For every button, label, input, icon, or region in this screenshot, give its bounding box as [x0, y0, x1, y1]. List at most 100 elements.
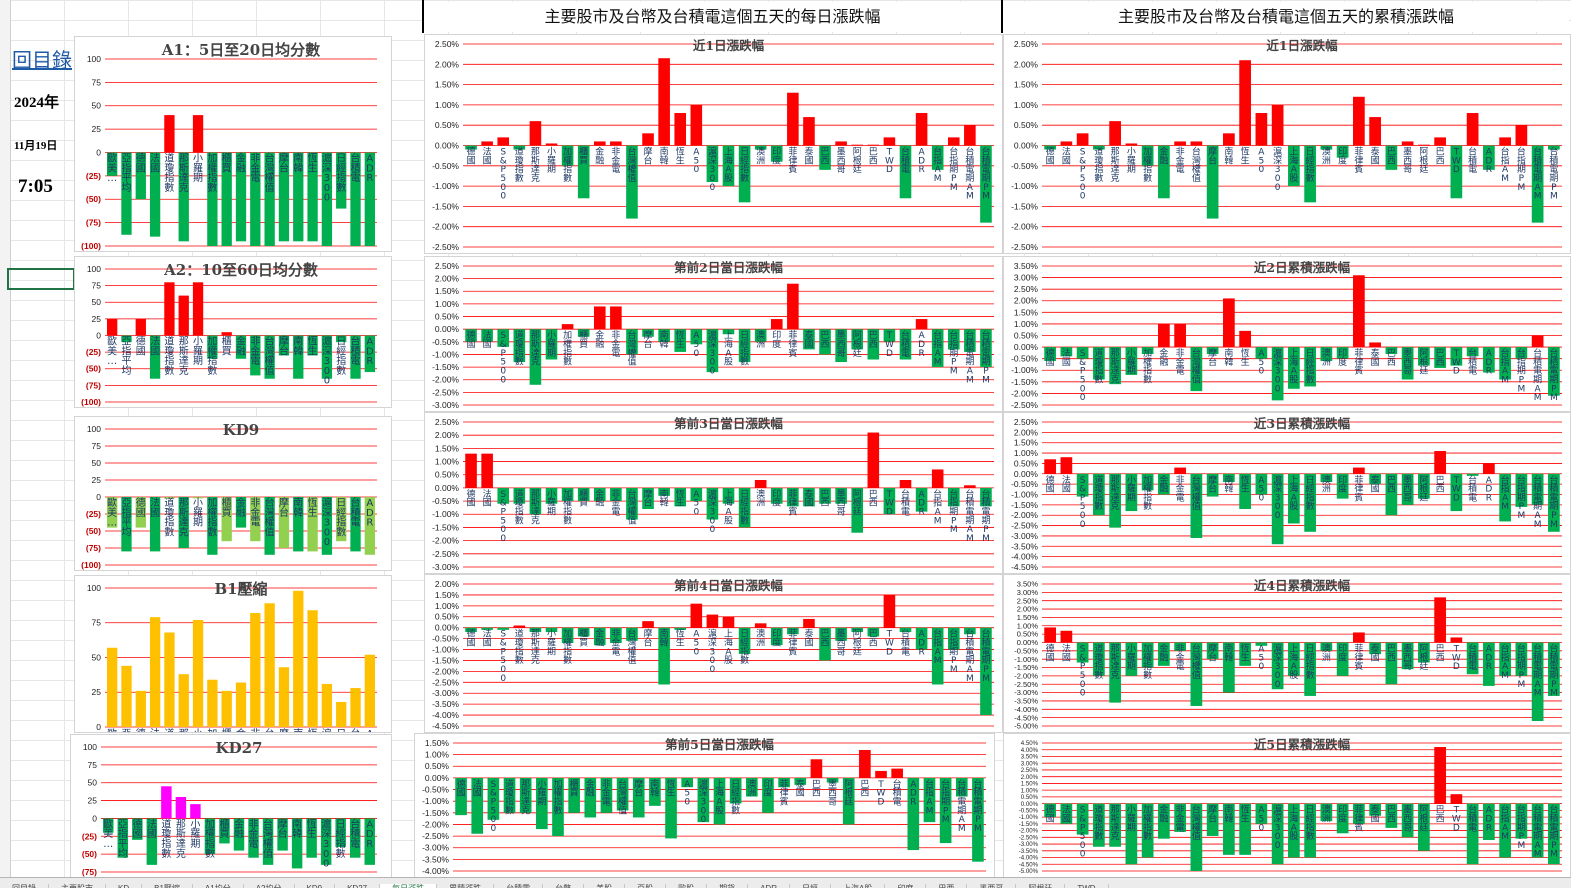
sheet-tab[interactable]: A2均分 [244, 884, 295, 888]
sheet-tab[interactable]: A1均分 [193, 884, 244, 888]
sheet-tab[interactable]: KD9 [295, 884, 336, 888]
bar [577, 329, 590, 337]
bar [465, 145, 477, 150]
bar [577, 145, 590, 199]
y-tick-label: 25 [92, 475, 102, 485]
y-tick-label: -1.50% [432, 201, 459, 211]
bar [1320, 642, 1333, 651]
y-tick-label: -0.50% [1011, 479, 1038, 489]
sheet-tab[interactable]: 日經 [790, 884, 831, 888]
bar [642, 133, 654, 146]
category-label: 非金電 [1176, 347, 1185, 377]
category-label: 恆生 [676, 628, 685, 649]
bar [867, 329, 880, 360]
category-label: 摩台 [279, 727, 289, 732]
y-tick-label: 50 [92, 101, 102, 111]
category-label: 恆生 [307, 817, 317, 840]
bar [1060, 457, 1073, 474]
sheet-tab[interactable]: 美股 [584, 884, 626, 888]
chart-cum-4: 3.50% 3.00% 2.50% 2.00% 1.50% 1.00% 0.50% 0.00%… [1003, 574, 1571, 733]
sheet-tab[interactable]: 台積電 [494, 884, 544, 888]
category-label: 德國 [136, 335, 146, 358]
sheet-tab[interactable]: KD [106, 884, 143, 888]
y-tick-label: 2.50% [1014, 417, 1039, 427]
category-label: 巴西 [1387, 805, 1396, 825]
sheet-tab[interactable]: 回目錄 [0, 884, 49, 888]
bar [107, 497, 118, 528]
bar [307, 497, 318, 552]
bar [164, 115, 175, 153]
category-label: 阿根廷 [1419, 805, 1428, 834]
category-label: 小羅期 [547, 330, 556, 359]
category-label: 小羅期 [193, 497, 203, 529]
bar [1401, 141, 1414, 146]
menu-link[interactable]: 回目錄 [12, 50, 72, 72]
category-label: 日經指數 [1306, 643, 1315, 680]
bar [851, 329, 864, 350]
bar [121, 152, 132, 235]
category-label: 上海 A 股 [724, 330, 733, 367]
sheet-tab[interactable]: 阿根廷 [1016, 884, 1066, 888]
sheet-tab[interactable]: TWD [1065, 884, 1109, 888]
y-tick-label: 2.00% [435, 430, 460, 440]
sheet-tab[interactable]: 累積漲跌 [437, 884, 495, 888]
bar [1548, 145, 1560, 150]
bar [738, 487, 751, 528]
selected-cell[interactable] [7, 268, 75, 290]
category-label: 台積電 [901, 146, 910, 176]
sheet-tab[interactable]: 台幣 [543, 884, 585, 888]
category-label: S & P 5 0 0 [1079, 476, 1086, 530]
sheet-tab[interactable]: 每日漲跌 [380, 884, 438, 888]
category-label: 南韓 [292, 817, 302, 840]
category-label: 巴西 [1387, 643, 1396, 663]
bar [1483, 642, 1495, 686]
bar [803, 329, 815, 350]
y-tick-label: -2.50% [1011, 521, 1038, 531]
bar [1141, 347, 1154, 355]
sheet-tab[interactable]: 印度 [885, 884, 927, 888]
sheet-tab[interactable]: 期貨 [707, 884, 749, 888]
category-label: 非金電 [1176, 474, 1185, 504]
bar [320, 818, 332, 865]
category-label: 日經指數 [1306, 475, 1315, 512]
y-tick-label: 2.00% [1014, 59, 1039, 69]
category-label: 恆生 [308, 496, 318, 519]
bar [1044, 347, 1056, 361]
bar [364, 654, 375, 727]
sheet-tab[interactable]: B1壓縮 [142, 884, 193, 888]
category-label: 印度 [772, 488, 781, 509]
bar [1385, 642, 1398, 685]
y-tick-label: -1.00% [432, 509, 459, 519]
category-label: 道瓊指數 [1094, 474, 1103, 512]
category-label: ADR [366, 729, 374, 732]
sheet-tab[interactable]: ADR [748, 884, 790, 888]
sheet-tab[interactable]: 歐股 [666, 884, 708, 888]
category-label: 台指期 P M [949, 329, 958, 376]
bar [235, 335, 247, 359]
y-tick-label: 0.00% [435, 623, 460, 633]
category-label: 泰國 [804, 628, 813, 649]
bar [235, 497, 247, 528]
sheet-tab[interactable]: 主要股市 [49, 884, 106, 888]
sheet-tab[interactable]: KD27 [335, 884, 381, 888]
bar [1466, 113, 1479, 146]
category-label: 道瓊指數 [164, 496, 174, 538]
bar [307, 152, 318, 242]
sheet-tab[interactable]: 亞股 [625, 884, 667, 888]
category-label: 德國 [136, 496, 146, 519]
sheet-tab[interactable]: 墨西哥 [967, 884, 1017, 888]
category-label: 巴西 [1436, 643, 1445, 663]
bar [1223, 803, 1235, 855]
category-label: 摩台 [1208, 474, 1217, 495]
bar [1044, 803, 1056, 818]
category-label: 金融 [1159, 642, 1168, 663]
bar [1369, 473, 1381, 485]
sheet-tab[interactable]: 巴西 [926, 884, 968, 888]
y-tick-label: (75) [86, 543, 101, 553]
bar [221, 152, 232, 246]
y-tick-label: -0.50% [422, 785, 449, 795]
category-label: 台指 A M [933, 146, 942, 184]
